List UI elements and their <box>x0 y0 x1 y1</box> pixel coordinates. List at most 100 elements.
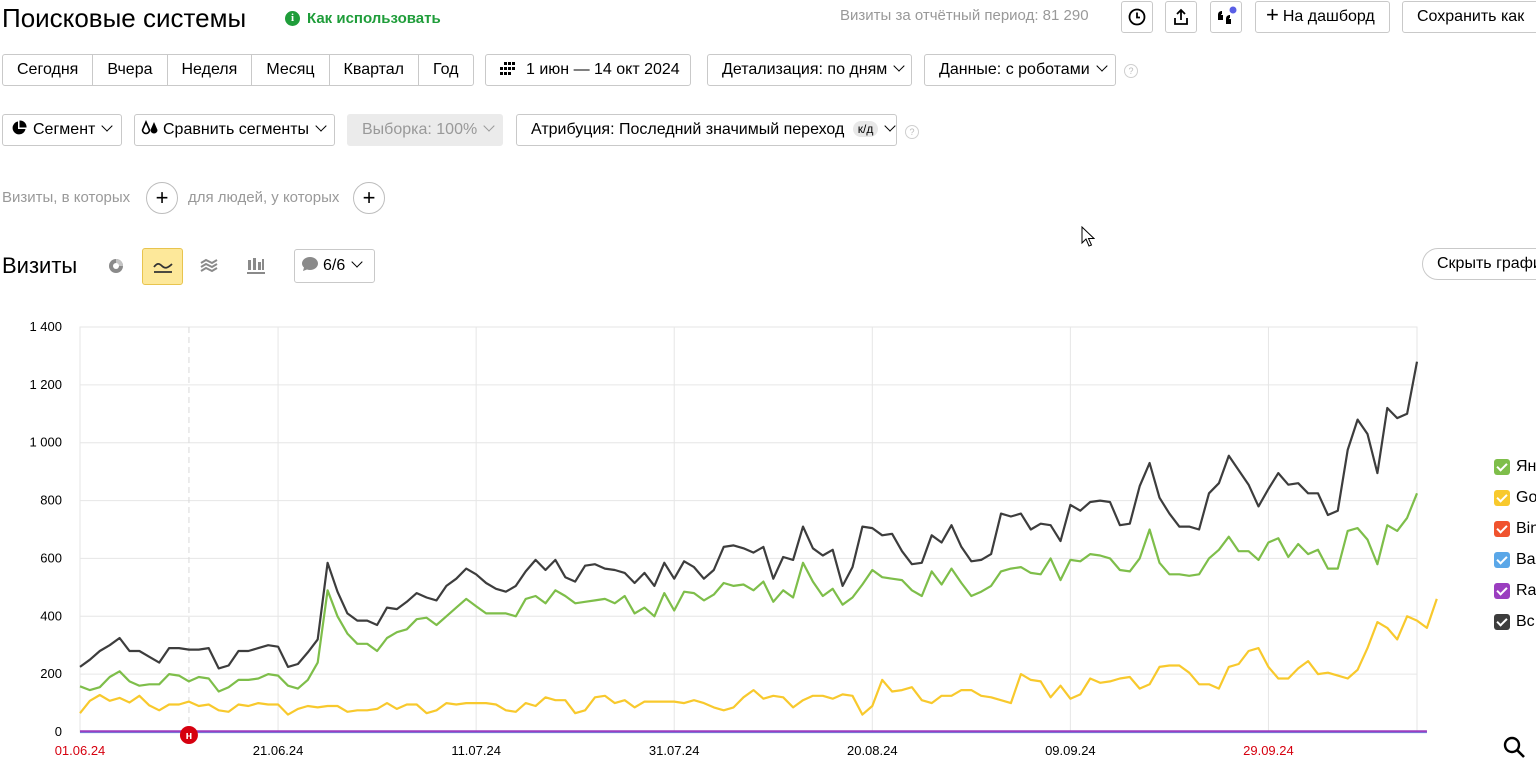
y-tick-label: 1 200 <box>29 377 62 392</box>
date-range-picker[interactable]: 1 июн — 14 окт 2024 <box>485 54 691 86</box>
chevron-down-icon <box>315 120 327 132</box>
legend-item-bing[interactable]: Bin <box>1494 520 1536 538</box>
period-visits-summary: Визиты за отчётный период: 81 290 <box>840 7 1089 24</box>
share-icon <box>1174 8 1188 25</box>
series-line-google <box>79 598 1438 716</box>
compare-segments-dropdown[interactable]: Сравнить сегменты <box>134 114 335 146</box>
period-quarter[interactable]: Квартал <box>330 55 420 85</box>
pie-chart-type-button[interactable] <box>102 250 130 282</box>
date-range-label: 1 июн — 14 окт 2024 <box>526 61 680 78</box>
checkbox-icon <box>1494 552 1510 568</box>
how-to-use-label: Как использовать <box>307 9 441 27</box>
save-as-button[interactable]: Сохранить как <box>1402 1 1536 33</box>
how-to-use-link[interactable]: i Как использовать <box>285 8 441 28</box>
period-presets: Сегодня Вчера Неделя Месяц Квартал Год <box>2 54 474 86</box>
visits-line-chart: 0 200 400 600 800 1 000 1 200 1 400 01.06.24 21.0… <box>29 319 1438 758</box>
legend-label: Вс <box>1516 613 1535 630</box>
info-icon: i <box>285 10 300 26</box>
history-button[interactable] <box>1121 1 1153 33</box>
attribution-dropdown[interactable]: Атрибуция: Последний значимый переход к/… <box>516 114 897 146</box>
compare-segments-label: Сравнить сегменты <box>163 121 310 138</box>
x-tick-label: 09.09.24 <box>1045 743 1096 758</box>
pie-chart-icon <box>109 259 123 273</box>
visits-filter-label: Визиты, в которых <box>2 189 131 206</box>
add-to-dashboard-button[interactable]: + На дашборд <box>1255 1 1390 33</box>
legend-item-rambler[interactable]: Ra <box>1494 582 1536 600</box>
chevron-down-icon <box>884 120 897 132</box>
data-mode-dropdown[interactable]: Данные: с роботами <box>924 54 1116 86</box>
chevron-down-icon <box>101 120 114 132</box>
checkbox-icon <box>1494 614 1510 630</box>
help-icon[interactable]: ? <box>1124 64 1138 78</box>
series-line-total <box>79 361 1419 670</box>
people-filter-label: для людей, у которых <box>188 189 340 206</box>
page-title: Поисковые системы <box>2 3 247 33</box>
x-tick-label: 01.06.24 <box>55 743 106 758</box>
legend-item-google[interactable]: Go <box>1494 489 1536 507</box>
add-people-condition-button[interactable]: + <box>353 182 385 214</box>
annotation-label: н <box>186 730 193 742</box>
hide-chart-label: Скрыть графи <box>1437 255 1536 272</box>
line-chart-icon <box>152 262 173 273</box>
x-tick-label: 20.08.24 <box>847 743 898 758</box>
data-mode-label: Данные: с роботами <box>939 61 1090 78</box>
legend-label: Ra <box>1516 582 1536 599</box>
chevron-down-icon <box>893 60 905 72</box>
attribution-label: Атрибуция: Последний значимый переход <box>531 121 845 138</box>
clock-icon <box>1128 8 1146 26</box>
pie-icon <box>12 120 27 135</box>
legend-item-baidu[interactable]: Ba <box>1494 551 1536 569</box>
legend-item-yandex[interactable]: Ян <box>1494 458 1536 476</box>
y-tick-label: 1 400 <box>29 319 62 334</box>
comment-icon <box>302 256 318 271</box>
y-tick-label: 200 <box>40 666 62 681</box>
help-icon[interactable]: ? <box>905 125 919 139</box>
chart-title: Визиты <box>2 253 78 278</box>
plus-icon: + <box>155 185 169 210</box>
quote-icon <box>1218 6 1237 24</box>
series-selector[interactable]: 6/6 <box>294 249 375 283</box>
y-tick-label: 0 <box>55 724 62 739</box>
save-as-label: Сохранить как <box>1417 8 1525 25</box>
x-tick-label: 11.07.24 <box>451 743 501 758</box>
checkbox-icon <box>1494 521 1510 537</box>
search-icon[interactable] <box>1502 735 1526 759</box>
bar-chart-icon <box>247 258 265 274</box>
legend-label: Go <box>1516 489 1536 506</box>
y-tick-label: 800 <box>40 493 62 508</box>
y-tick-label: 400 <box>40 608 62 623</box>
series-count: 6/6 <box>323 257 346 274</box>
bar-chart-type-button[interactable] <box>242 250 270 282</box>
checkbox-icon <box>1494 583 1510 599</box>
segment-label: Сегмент <box>33 121 96 138</box>
x-tick-label: 29.09.24 <box>1243 743 1294 758</box>
assistant-button[interactable] <box>1210 1 1242 33</box>
period-year[interactable]: Год <box>433 61 459 78</box>
legend-label: Ba <box>1516 551 1536 568</box>
sample-dropdown[interactable]: Выборка: 100% <box>347 114 503 146</box>
chevron-down-icon <box>1095 60 1108 72</box>
period-week[interactable]: Неделя <box>168 55 253 85</box>
area-chart-type-button[interactable] <box>195 250 223 282</box>
segment-dropdown[interactable]: Сегмент <box>2 114 122 146</box>
stacked-area-icon <box>200 258 218 273</box>
x-tick-label: 31.07.24 <box>649 743 700 758</box>
compare-icon <box>141 119 158 135</box>
detail-dropdown[interactable]: Детализация: по дням <box>707 54 912 86</box>
series-line-yandex <box>79 492 1419 693</box>
legend-label: Bin <box>1516 520 1536 537</box>
hide-chart-button[interactable]: Скрыть графи <box>1422 248 1536 280</box>
period-today[interactable]: Сегодня <box>3 55 94 85</box>
export-button[interactable] <box>1165 1 1197 33</box>
chevron-down-icon <box>351 256 363 268</box>
legend-item-total[interactable]: Вс <box>1494 613 1535 631</box>
add-visit-condition-button[interactable]: + <box>146 182 178 214</box>
period-yesterday[interactable]: Вчера <box>93 55 168 85</box>
period-month[interactable]: Месяц <box>252 55 330 85</box>
plus-icon: + <box>362 185 376 210</box>
calendar-icon <box>500 61 515 75</box>
y-tick-label: 600 <box>40 550 62 565</box>
line-chart-type-button[interactable] <box>142 248 183 285</box>
checkbox-icon <box>1494 459 1510 475</box>
plot-frame <box>79 326 1418 733</box>
